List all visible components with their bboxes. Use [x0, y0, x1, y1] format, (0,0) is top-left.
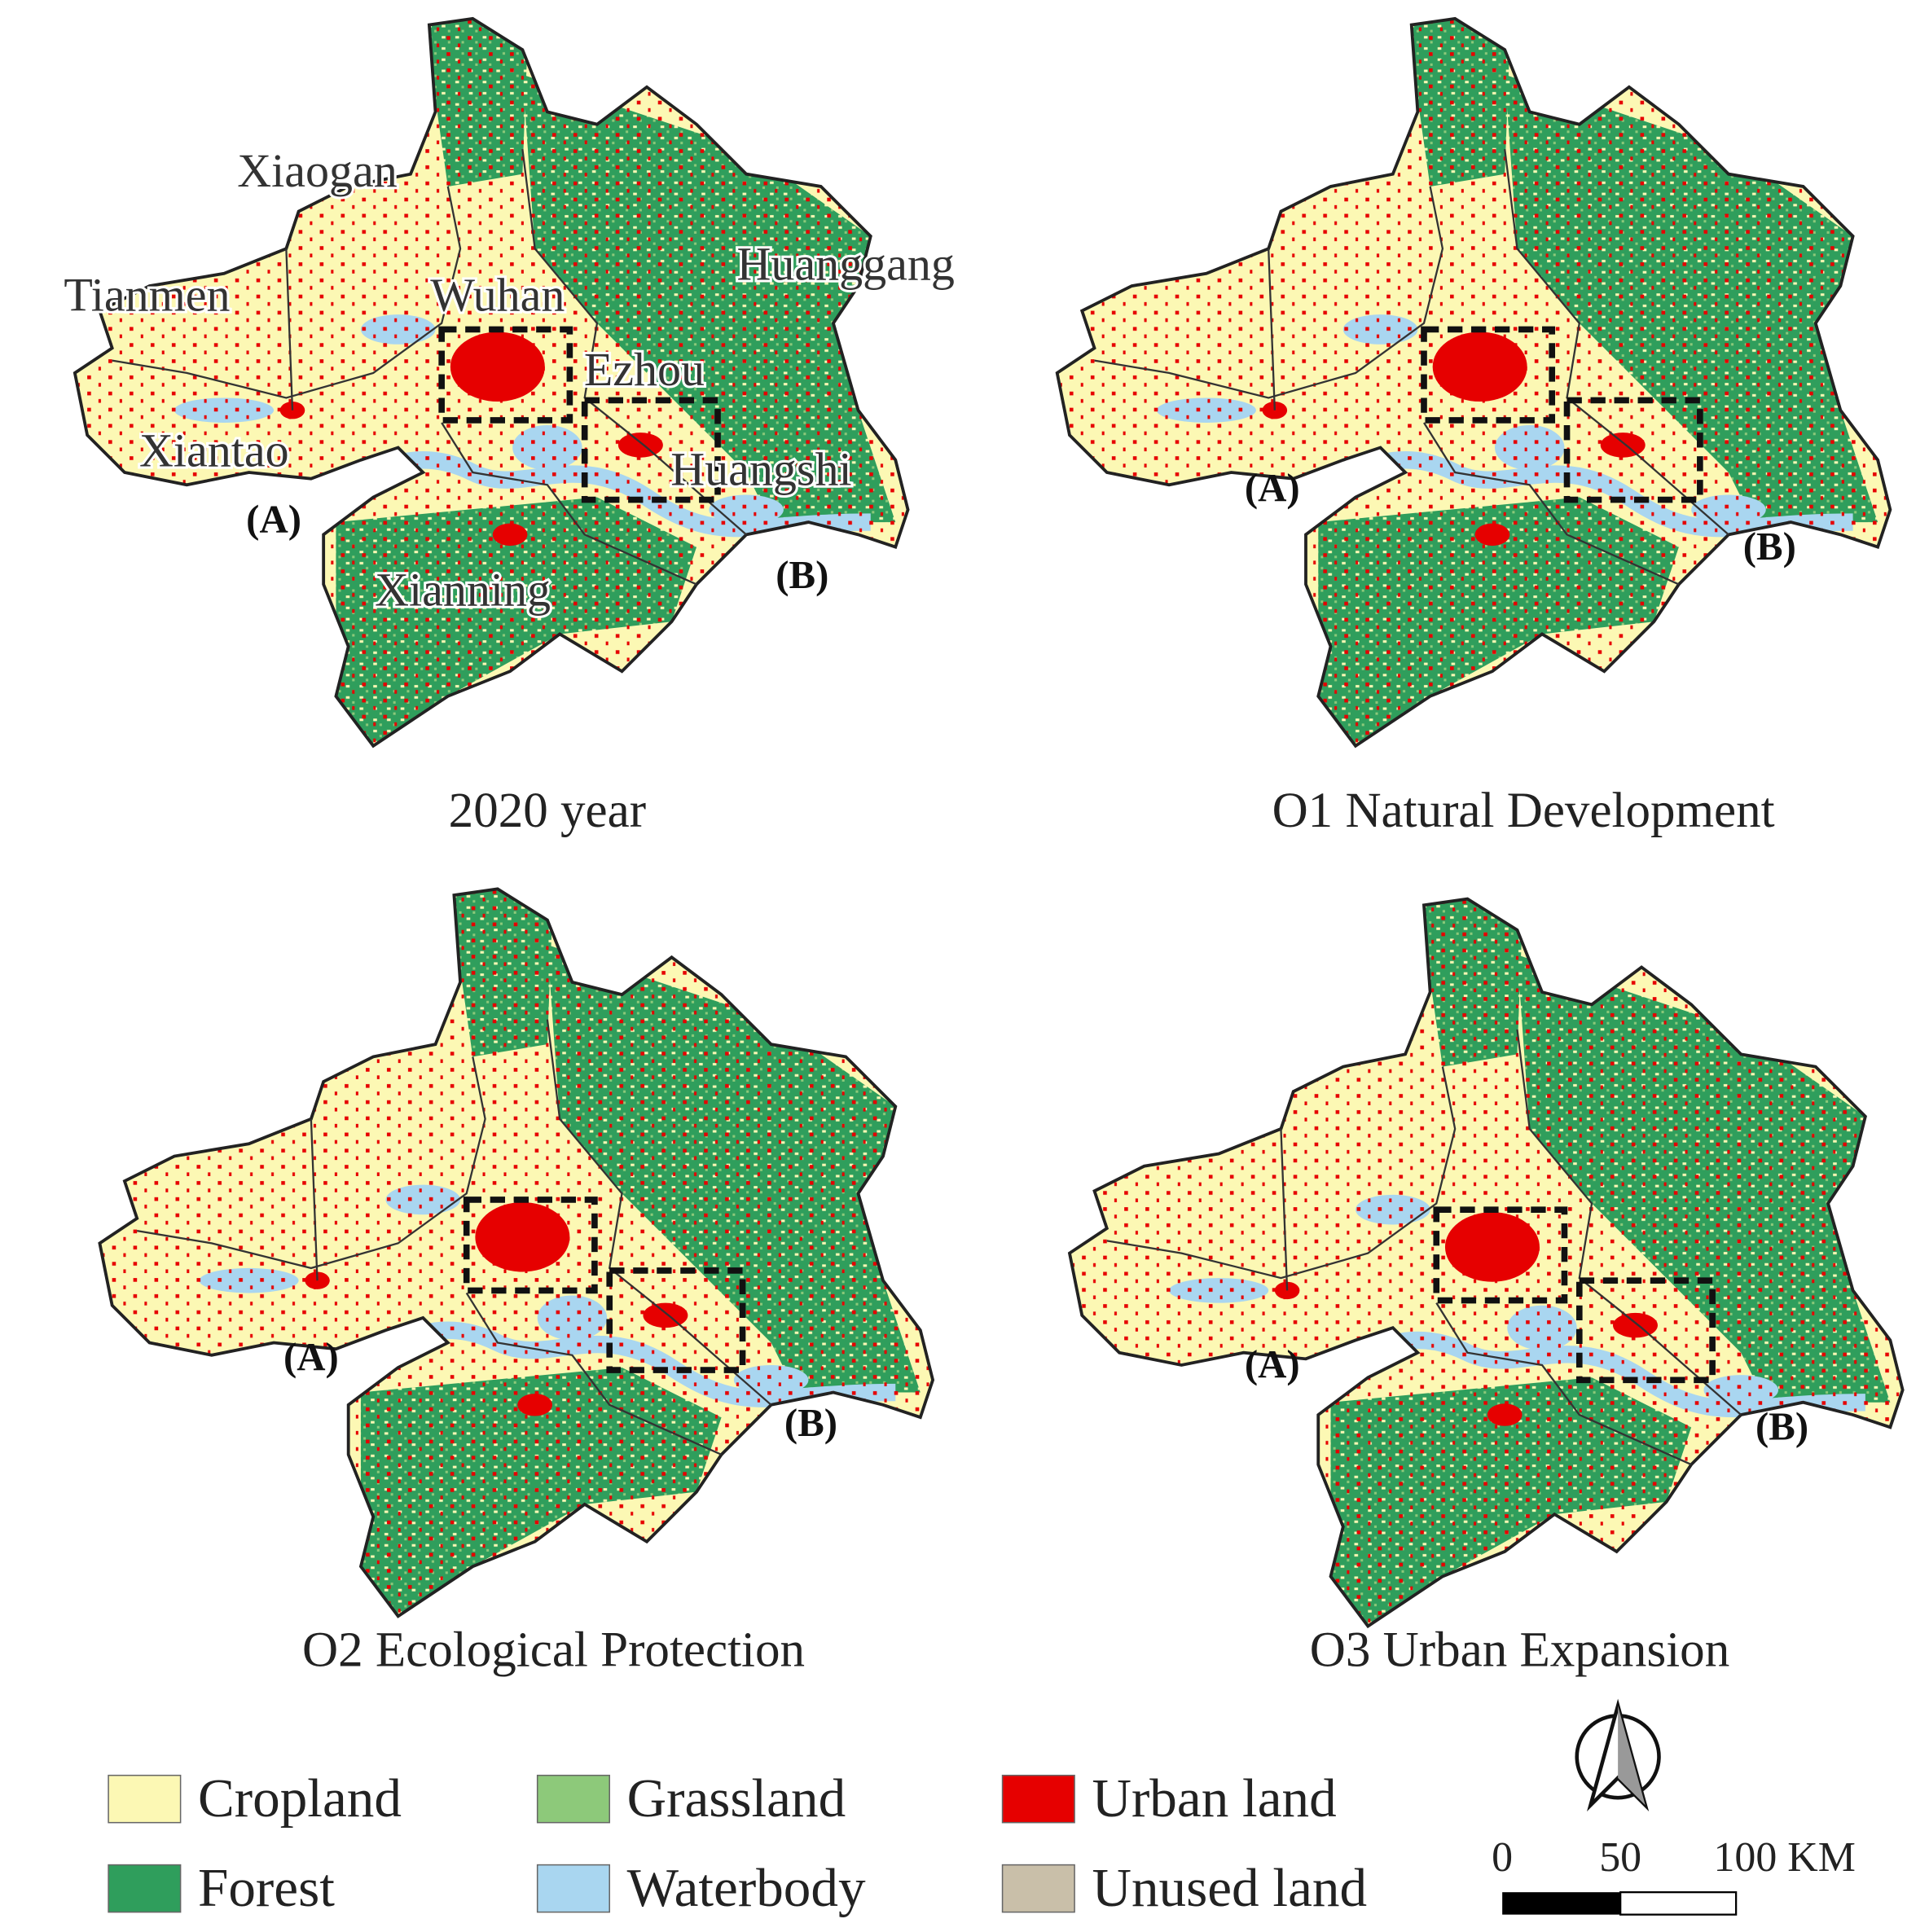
legend-label: Waterbody [627, 1857, 866, 1918]
panel-title: O1 Natural Development [1272, 784, 1775, 838]
region-marker: (B) [784, 1400, 837, 1445]
land-use-map [1044, 880, 1929, 1651]
legend: Cropland Grassland Urban land Forest Waterbo… [108, 1767, 1367, 1918]
city-label: Wuhan [430, 269, 565, 322]
legend-swatch [108, 1774, 182, 1824]
legend-swatch [536, 1774, 610, 1824]
legend-label: Forest [198, 1857, 335, 1918]
legend-swatch [108, 1864, 182, 1913]
city-label: Huangshi [670, 442, 851, 495]
region-marker: (B) [776, 552, 828, 597]
legend-swatch [536, 1864, 610, 1913]
region-marker: (A) [283, 1334, 339, 1379]
city-label: Xiaogan [237, 144, 397, 197]
land-use-map [50, 0, 945, 771]
north-arrow [1575, 1698, 1661, 1812]
legend-label: Unused land [1092, 1857, 1367, 1918]
panel-title: O3 Urban Expansion [1310, 1622, 1729, 1677]
scale-label: 50 [1599, 1834, 1641, 1881]
land-use-map [1032, 0, 1927, 771]
map-panel: O1 Natural Development (A) (B) [1032, 0, 1927, 838]
city-label: Xiantao [139, 424, 289, 476]
panel-title: 2020 year [449, 784, 646, 838]
legend-label: Grassland [627, 1767, 846, 1829]
scale-label: 100 KM [1713, 1834, 1855, 1881]
region-marker: (A) [246, 496, 301, 541]
panel-title: O2 Ecological Protection [302, 1622, 805, 1677]
city-label: Tianmen [64, 269, 230, 322]
city-label: Xianning [375, 563, 551, 616]
legend-swatch [1001, 1864, 1075, 1913]
legend-label: Urban land [1092, 1767, 1336, 1829]
region-marker: (A) [1245, 1341, 1300, 1386]
scale-labels: 0 50 100 KM [1492, 1834, 1856, 1881]
legend-swatch [1001, 1774, 1075, 1824]
city-label: Huanggang [737, 237, 955, 290]
panels: 2020 year (A) (B) O1 Natural Development (A)… [50, 0, 1929, 1677]
map-panel: O3 Urban Expansion (A) (B) [1044, 880, 1929, 1677]
city-label: Ezhou [584, 343, 705, 396]
legend-label: Cropland [198, 1767, 402, 1829]
scale-label: 0 [1492, 1834, 1513, 1881]
region-marker: (B) [1743, 524, 1796, 569]
region-marker: (B) [1755, 1404, 1808, 1449]
land-use-map [75, 870, 970, 1640]
map-panel: 2020 year (A) (B) [50, 0, 945, 838]
map-panel: O2 Ecological Protection (A) (B) [75, 870, 970, 1677]
region-marker: (A) [1245, 465, 1300, 510]
scale-bar [1502, 1891, 1738, 1916]
